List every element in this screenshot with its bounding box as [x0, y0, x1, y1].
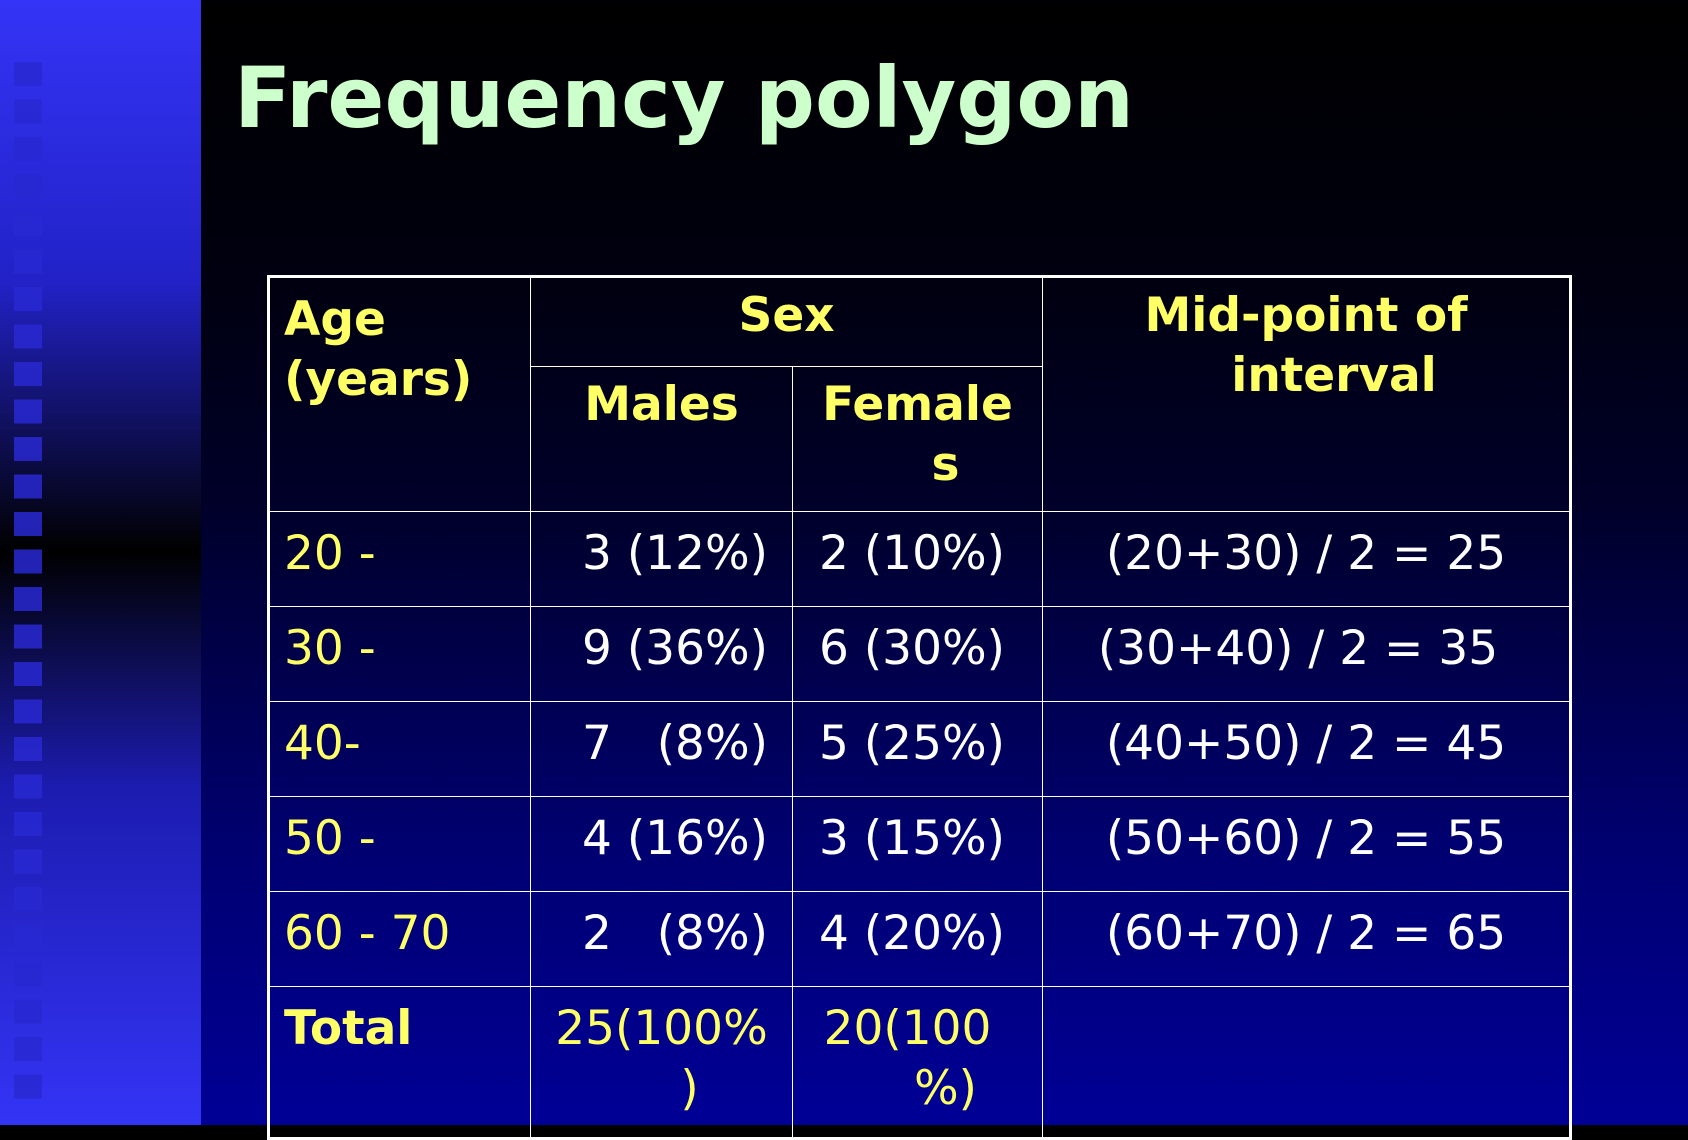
males-cell: 7 (8%): [530, 701, 793, 797]
total-females: 20(100 %): [791, 986, 1044, 1139]
header-males: Males: [530, 366, 793, 512]
males-cell: 3 (12%): [530, 511, 793, 607]
header-row-2: Males Female s: [269, 366, 1571, 512]
total-males-line2: ): [680, 1061, 699, 1116]
table-row: 50 - 4 (16%) 3 (15%) (50+60) / 2 = 55: [268, 796, 1572, 892]
header-age-line2: (years): [284, 352, 473, 407]
midpoint-cell: (20+30) / 2 = 25: [1042, 511, 1572, 607]
sidebar-square-pattern: [14, 62, 42, 1102]
table-row: 40- 7 (8%) 5 (25%) (40+50) / 2 = 45: [268, 701, 1572, 797]
age-cell: 50 -: [268, 796, 531, 892]
total-females-line1: 20(100: [823, 1001, 992, 1056]
age-cell: 60 - 70: [268, 891, 531, 987]
total-males-line1: 25(100%: [555, 1001, 768, 1056]
total-males: 25(100% ): [530, 986, 793, 1139]
total-midpoint-empty: [1042, 986, 1572, 1139]
total-females-line2: %): [914, 1061, 977, 1116]
age-cell: 30 -: [268, 606, 531, 702]
females-cell: 2 (10%): [791, 511, 1044, 607]
males-cell: 2 (8%): [530, 891, 793, 987]
slide-title: Frequency polygon: [234, 49, 1134, 147]
table-row: 30 - 9 (36%) 6 (30%) (30+40) / 2 = 35: [268, 606, 1572, 702]
header-females-line1: Female: [822, 377, 1013, 432]
age-cell: 20 -: [268, 511, 531, 607]
midpoint-cell: (60+70) / 2 = 65: [1042, 891, 1572, 987]
table-row: 60 - 70 2 (8%) 4 (20%) (60+70) / 2 = 65: [268, 891, 1572, 987]
age-cell: 40-: [268, 701, 531, 797]
header-midpoint-line2: interval: [1231, 348, 1437, 403]
total-row: Total 25(100% ) 20(100 %): [268, 986, 1572, 1139]
total-label: Total: [268, 986, 531, 1139]
females-cell: 5 (25%): [791, 701, 1044, 797]
header-age: Age (years): [268, 276, 531, 512]
midpoint-cell: (30+40) / 2 = 35: [1042, 606, 1572, 702]
header-females-line2: s: [931, 437, 960, 492]
females-cell: 3 (15%): [791, 796, 1044, 892]
decorative-sidebar: [0, 0, 201, 1125]
males-cell: 9 (36%): [530, 606, 793, 702]
header-row-1: Age (years) Sex Mid-point of interval: [268, 276, 1572, 512]
table-row: 20 - 3 (12%) 2 (10%) (20+30) / 2 = 25: [268, 511, 1572, 607]
midpoint-cell: (50+60) / 2 = 55: [1042, 796, 1572, 892]
header-sex: Sex: [529, 276, 1044, 367]
midpoint-cell: (40+50) / 2 = 45: [1042, 701, 1572, 797]
header-midpoint: Mid-point of interval: [1042, 276, 1572, 512]
males-cell: 4 (16%): [530, 796, 793, 892]
females-cell: 6 (30%): [791, 606, 1044, 702]
header-age-line1: Age: [284, 292, 386, 347]
frequency-table: Age (years) Sex Mid-point of interval Ma…: [267, 275, 1573, 1140]
header-midpoint-line1: Mid-point of: [1144, 288, 1468, 343]
females-cell: 4 (20%): [791, 891, 1044, 987]
header-females: Female s: [791, 366, 1044, 512]
